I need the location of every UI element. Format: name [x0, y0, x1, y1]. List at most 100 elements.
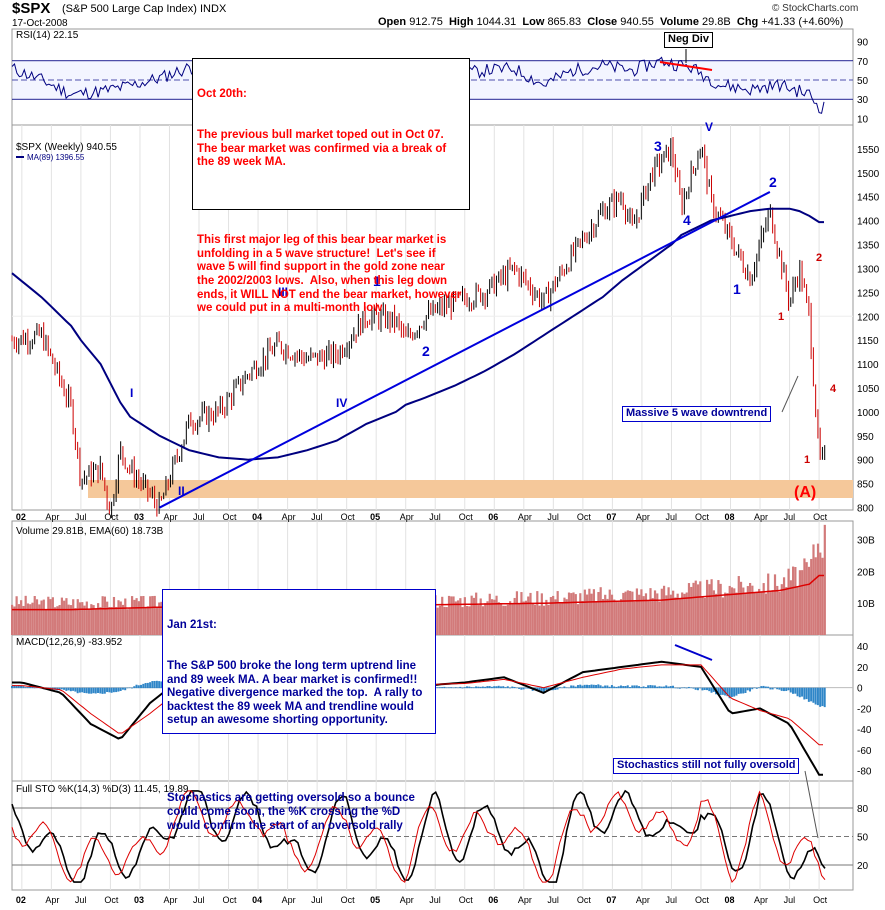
macd-hist-bar: [692, 687, 695, 689]
macd-hist-bar: [687, 686, 690, 689]
macd-hist-bar: [155, 680, 158, 689]
volume-bar: [810, 558, 813, 635]
note-jan21-p2: Stochastics are getting oversold so a bo…: [167, 792, 419, 832]
macd-hist-bar: [744, 687, 747, 693]
note-stochastics: Stochastics still not fully oversold: [613, 758, 800, 774]
volume-bar: [631, 591, 634, 635]
volume-bar: [533, 604, 537, 635]
volume-bar: [563, 597, 566, 635]
volume-bar: [149, 596, 152, 635]
volume-bar: [567, 592, 571, 635]
macd-hist-bar: [626, 685, 629, 689]
price-tick-label: 950: [857, 432, 874, 443]
macd-hist-bar: [67, 687, 70, 691]
macd-hist-bar: [160, 681, 163, 689]
macd-hist-bar: [92, 687, 95, 694]
rsi-tick-label: 70: [857, 57, 869, 68]
macd-hist-bar: [69, 687, 72, 692]
macd-hist-bar: [110, 687, 113, 693]
macd-hist-bar: [735, 687, 738, 696]
macd-hist-bar: [647, 685, 650, 689]
wave-label: III: [278, 285, 288, 299]
volume-bar: [708, 584, 711, 635]
volume-bar: [454, 601, 457, 635]
wave-label: 2: [422, 343, 430, 359]
macd-hist-bar: [128, 687, 131, 689]
volume-bar: [549, 597, 552, 635]
macd-hist-bar: [796, 687, 799, 697]
volume-bar: [443, 606, 446, 635]
macd-hist-bar: [94, 687, 97, 694]
macd-hist-bar: [542, 687, 545, 693]
neg-div-line: [659, 61, 713, 71]
volume-bar: [583, 589, 586, 635]
macd-hist-bar: [739, 687, 742, 694]
macd-hist-bar: [733, 687, 736, 697]
volume-bar: [760, 591, 763, 635]
volume-bar: [699, 581, 702, 635]
volume-bar: [472, 597, 476, 635]
volume-bar: [669, 594, 672, 635]
macd-tick-label: -40: [857, 725, 872, 736]
macd-hist-bar: [622, 686, 625, 689]
price-x-tick-label: 04: [252, 512, 262, 522]
bottom-x-tick-label: 07: [606, 895, 616, 905]
rsi-tick-label: 90: [857, 38, 869, 49]
volume-bar: [717, 580, 720, 635]
macd-hist-bar: [22, 686, 25, 689]
volume-bar: [438, 605, 442, 635]
volume-bar: [99, 607, 102, 635]
macd-hist-bar: [574, 686, 577, 689]
price-tick-label: 1100: [857, 360, 879, 371]
volume-bar: [696, 584, 700, 635]
macd-hist-bar: [149, 682, 152, 689]
note-oct20-p1: The previous bull market toped out in Oc…: [197, 128, 450, 169]
macd-hist-bar: [85, 687, 88, 694]
macd-hist-bar: [644, 687, 647, 689]
macd-hist-bar: [601, 686, 604, 689]
rsi-tick-label: 30: [857, 95, 869, 106]
macd-hist-bar: [556, 687, 559, 690]
bottom-x-tick-label: Jul: [784, 895, 796, 905]
macd-hist-bar: [805, 687, 808, 700]
macd-hist-bar: [536, 687, 539, 691]
volume-bar: [151, 596, 154, 635]
macd-hist-bar: [592, 684, 595, 689]
volume-bar: [74, 608, 77, 635]
volume-bar: [470, 595, 473, 635]
wave-label: 2: [769, 174, 777, 190]
volume-bar: [635, 588, 639, 635]
volume-bar: [42, 599, 45, 635]
bottom-x-tick-label: 03: [134, 895, 144, 905]
volume-bar: [776, 585, 779, 635]
volume-bar: [38, 604, 41, 635]
volume-tick-label: 30B: [857, 536, 875, 547]
volume-bar: [629, 590, 632, 635]
volume-bar: [520, 592, 523, 635]
macd-hist-bar: [524, 687, 527, 689]
volume-bar: [595, 602, 598, 635]
macd-hist-bar: [443, 686, 446, 689]
note-oct20-p2: This first major leg of this bear bear m…: [197, 234, 465, 315]
volume-bar: [712, 590, 715, 635]
macd-hist-bar: [758, 687, 761, 689]
wave-label: II: [178, 484, 185, 498]
macd-divergence-line: [674, 644, 713, 661]
volume-bar: [484, 603, 487, 635]
volume-bar: [121, 604, 125, 635]
volume-bar: [128, 608, 131, 635]
volume-bar: [78, 602, 82, 635]
macd-hist-bar: [653, 685, 656, 689]
macd-hist-bar: [651, 685, 654, 689]
copyright: © StockCharts.com: [772, 3, 859, 14]
volume-bar: [497, 602, 500, 635]
macd-hist-bar: [819, 687, 822, 707]
macd-hist-bar: [463, 687, 466, 689]
volume-bar: [103, 596, 107, 635]
bottom-x-tick-label: 05: [370, 895, 380, 905]
volume-bar: [466, 605, 469, 635]
chart-symbol: $SPX: [12, 0, 51, 17]
price-tick-label: 1300: [857, 264, 880, 275]
volume-bar: [35, 599, 39, 635]
volume-bar: [97, 603, 100, 635]
